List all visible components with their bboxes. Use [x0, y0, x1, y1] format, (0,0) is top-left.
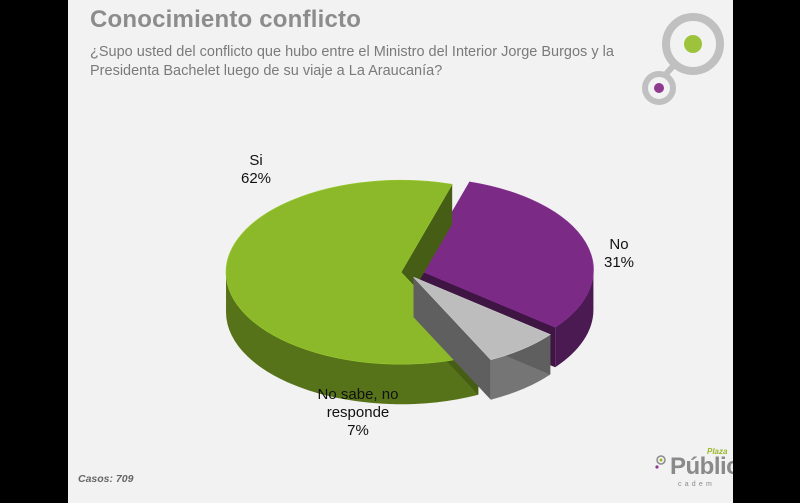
pie-slice-no-top	[417, 181, 594, 328]
pie-slice-no-side	[555, 269, 594, 368]
pie-slice-ns-face-1	[413, 277, 491, 400]
slice-label-ns: No sabe, no responde 7%	[288, 386, 428, 440]
logo-connector	[663, 61, 678, 77]
slice-label-ns-name-2: responde	[326, 404, 390, 421]
slide-title: Conocimiento conflicto	[90, 6, 362, 33]
brand-name: Pública	[670, 453, 733, 480]
pie-slice-si-side	[226, 272, 479, 405]
brand-logo: Pública Plaza cadem	[652, 447, 733, 495]
slice-label-no-value: 31%	[603, 254, 635, 271]
logo-outer-ring	[662, 13, 724, 75]
slice-label-si: Si 62%	[226, 152, 286, 188]
brand-dot-icon	[655, 455, 666, 469]
pie-slice-ns-top	[413, 276, 551, 361]
pie-chart	[225, 179, 594, 405]
logo-green-dot	[684, 35, 702, 53]
sample-size-note: Casos: 709	[78, 473, 134, 485]
pie-slice-ns	[413, 276, 551, 400]
slide: Conocimiento conflicto ¿Supo usted del c…	[68, 0, 733, 503]
brand-plaza: Plaza	[707, 447, 728, 456]
slice-label-no-name: No	[609, 236, 629, 253]
logo-small-ring	[642, 71, 676, 105]
logo-purple-dot	[654, 83, 664, 93]
slice-label-ns-value: 7%	[347, 422, 369, 439]
slice-label-ns-name-1: No sabe, no	[317, 386, 399, 403]
brand-subtitle: cadem	[678, 481, 716, 488]
slice-label-si-name: Si	[249, 152, 263, 169]
target-logo-icon	[642, 13, 724, 105]
slice-label-si-value: 62%	[240, 170, 272, 187]
slide-question: ¿Supo usted del conflicto que hubo entre…	[90, 44, 614, 79]
slice-label-no: No 31%	[594, 236, 644, 272]
